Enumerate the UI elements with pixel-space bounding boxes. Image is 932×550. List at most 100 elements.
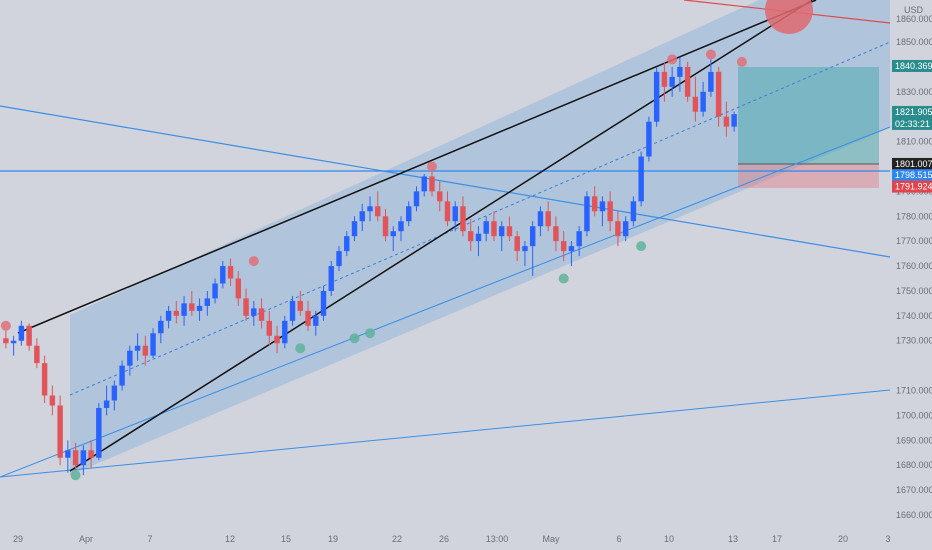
time-tick-label: 29 xyxy=(13,534,23,544)
price-tick-label: 1770.000 xyxy=(896,236,932,246)
time-tick-label: 15 xyxy=(281,534,291,544)
time-tick-label: 22 xyxy=(392,534,402,544)
time-tick-label: May xyxy=(542,534,560,544)
candle-body xyxy=(10,340,17,344)
time-axis[interactable]: 29 Apr 7 12 15 19 22 26 13:00 May 6 10 13 17 20 3 xyxy=(13,534,891,544)
candle-body xyxy=(646,121,652,157)
swing-high-marker xyxy=(667,54,678,65)
price-tick-label: 1700.000 xyxy=(896,410,932,420)
candle-body xyxy=(475,233,482,242)
candle-body xyxy=(251,308,257,316)
entry-price-text: 1801.007 xyxy=(895,159,932,169)
candle-body xyxy=(227,266,234,279)
candle-body xyxy=(336,251,342,267)
swing-low-marker xyxy=(365,328,375,339)
entry-price-tag: 1801.007 xyxy=(892,157,932,170)
candles xyxy=(3,56,737,476)
descending-line xyxy=(0,105,891,258)
price-tick-label: 1670.000 xyxy=(896,485,932,495)
time-tick-label: 12 xyxy=(225,534,235,544)
time-tick-label: 13:00 xyxy=(486,534,509,544)
candle-body xyxy=(328,266,334,291)
candle-body xyxy=(220,266,226,284)
current-price-text: 1821.905 xyxy=(895,107,932,117)
candle-body xyxy=(498,226,505,237)
target-price-text: 1840.369 xyxy=(895,61,932,71)
price-tick-label: 1730.000 xyxy=(896,336,932,346)
candle-body xyxy=(506,226,513,237)
candle-body xyxy=(429,176,435,192)
candle-body xyxy=(65,450,71,458)
candle-body xyxy=(615,221,621,237)
candle-body xyxy=(212,283,218,299)
swing-low-marker xyxy=(295,343,306,354)
candle-body xyxy=(41,363,48,396)
candle-body xyxy=(560,241,567,252)
candle-body xyxy=(661,71,668,87)
candle-body xyxy=(119,365,125,386)
candle-body xyxy=(305,310,311,326)
candle-body xyxy=(258,308,265,321)
candle-body xyxy=(367,206,373,212)
top-cut-label: 1860.000 xyxy=(896,14,932,24)
candle-body xyxy=(638,156,644,202)
candle-body xyxy=(421,176,427,192)
swing-high-marker xyxy=(248,256,259,267)
candle-body xyxy=(452,206,458,222)
candle-body xyxy=(274,335,280,344)
price-tags: 1840.369 1821.905 02:33:21 1801.0071798.515… xyxy=(892,59,932,193)
price-tick-label: 1780.000 xyxy=(896,211,932,221)
candle-body xyxy=(289,300,296,321)
candle-body xyxy=(313,315,319,326)
time-tick-label: 20 xyxy=(838,534,848,544)
price-tick-label: 1710.000 xyxy=(896,386,932,396)
time-tick-label: 3 xyxy=(885,534,890,544)
target-zone xyxy=(738,67,879,164)
candle-body xyxy=(243,298,249,316)
candle-body xyxy=(630,201,637,222)
candle-body xyxy=(460,206,466,232)
candle-body xyxy=(266,320,272,336)
candle-body xyxy=(127,350,133,366)
swing-high-marker xyxy=(705,49,716,60)
candle-body xyxy=(18,325,25,341)
candle-body xyxy=(173,310,180,316)
candle-body xyxy=(181,303,187,316)
candle-body xyxy=(444,201,451,222)
candle-body xyxy=(103,400,110,408)
candle-body xyxy=(398,221,404,232)
channel-midline xyxy=(69,41,891,396)
candle-body xyxy=(3,338,9,344)
candle-body xyxy=(111,385,118,401)
swing-high-marker xyxy=(426,161,437,172)
time-tick-label: 10 xyxy=(664,534,674,544)
currency-label: USD xyxy=(904,5,924,15)
candle-body xyxy=(49,395,56,406)
candle-body xyxy=(723,116,730,127)
candle-body xyxy=(344,236,350,252)
candle-body xyxy=(653,71,660,122)
price-tick-label: 1850.000 xyxy=(896,37,932,47)
candle-body xyxy=(684,66,691,97)
candle-body xyxy=(375,206,381,217)
candle-body xyxy=(80,450,87,466)
candle-body xyxy=(708,71,714,92)
candle-body xyxy=(165,310,172,321)
time-tick-label: 7 xyxy=(147,534,152,544)
swing-high-marker xyxy=(0,320,11,331)
stop-zone xyxy=(738,164,879,188)
time-tick-label: 26 xyxy=(439,534,449,544)
candle-body xyxy=(88,450,94,458)
candle-body xyxy=(359,211,365,222)
candle-body xyxy=(692,96,699,112)
candle-body xyxy=(607,201,613,222)
support-price-tag: 1798.515 xyxy=(892,169,932,182)
candle-body xyxy=(584,196,590,232)
candle-body xyxy=(715,71,722,117)
candle-body xyxy=(413,191,420,207)
candle-body xyxy=(677,66,683,77)
upper-wedge-line xyxy=(17,0,817,334)
candle-body xyxy=(57,405,63,458)
